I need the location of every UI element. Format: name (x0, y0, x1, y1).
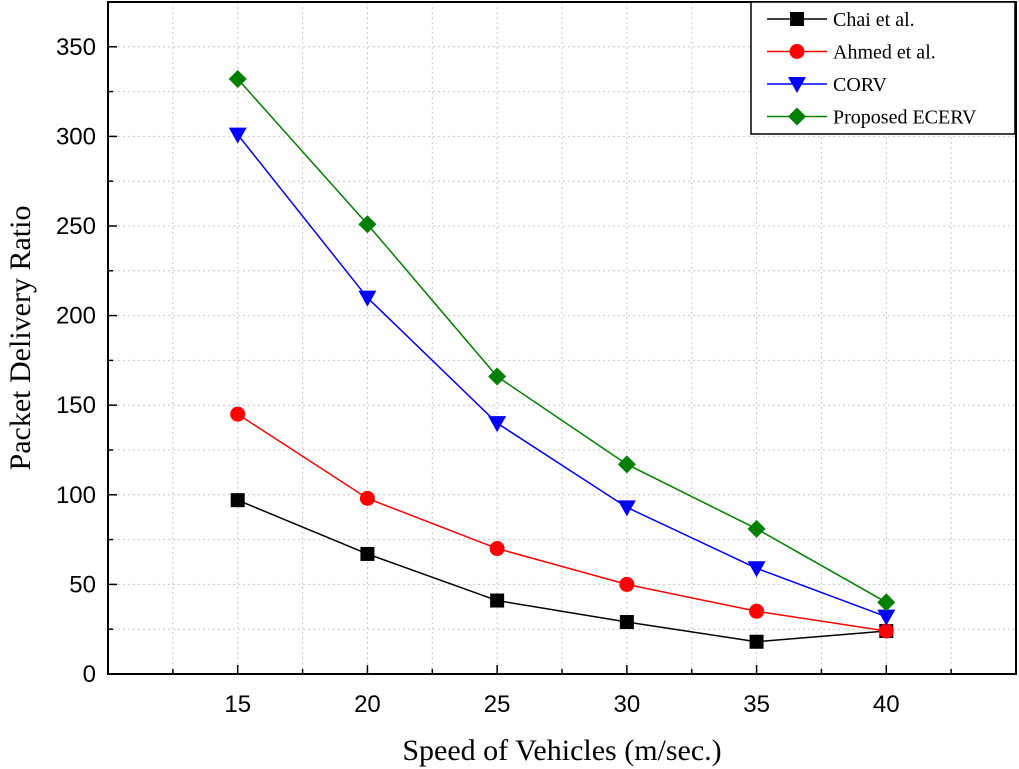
data-point-proposed-ecerv (228, 70, 247, 89)
y-tick-label: 300 (56, 123, 96, 150)
legend-marker (788, 107, 806, 126)
legend-item-corv: CORV (767, 74, 888, 96)
x-tick-label: 25 (484, 691, 511, 718)
y-tick-label: 200 (56, 303, 96, 330)
data-point-proposed-ecerv (747, 519, 766, 538)
series-line-ahmed-et-al (237, 413, 887, 632)
data-point-ahmed-et-al (749, 603, 765, 619)
series-line-corv (237, 134, 887, 618)
legend-item-proposed-ecerv: Proposed ECERV (767, 107, 977, 129)
legend-marker (788, 77, 806, 93)
y-tick-label: 50 (69, 571, 96, 598)
axes: 15 20 25 30 35 40 0 50 100 150 200 250 300 350 (56, 1, 1017, 718)
data-point-corv (747, 561, 766, 578)
y-tick-label: 0 (83, 661, 96, 688)
x-tick-label: 35 (743, 691, 770, 718)
legend-label: Proposed ECERV (833, 107, 977, 129)
data-point-corv (617, 500, 636, 517)
data-point-ahmed-et-al (359, 490, 375, 506)
series-line-proposed-ecerv (237, 78, 887, 603)
series-proposed-ecerv (228, 70, 896, 612)
data-point-corv (877, 609, 896, 626)
legend: Chai et al. Ahmed et al. CORV Proposed ECER… (750, 1, 1016, 135)
y-tick-label: 250 (56, 213, 96, 240)
y-axis-title: Packet Delivery Ratio (4, 206, 37, 471)
data-point-corv (228, 127, 247, 144)
series-ahmed-et-al (230, 406, 894, 639)
data-point-chai-et-al (360, 546, 375, 561)
data-point-proposed-ecerv (488, 367, 507, 386)
legend-marker (790, 12, 804, 26)
legend-label: Chai et al. (833, 9, 915, 31)
data-point-proposed-ecerv (877, 593, 896, 612)
series-corv (228, 127, 896, 626)
data-point-corv (358, 290, 377, 307)
x-tick-label: 30 (614, 691, 641, 718)
y-tick-label: 350 (56, 34, 96, 61)
legend-item-chai-et-al: Chai et al. (767, 9, 915, 31)
data-point-proposed-ecerv (358, 215, 377, 234)
data-point-ahmed-et-al (489, 541, 505, 557)
x-tick-label: 15 (224, 691, 251, 718)
data-point-ahmed-et-al (619, 576, 635, 592)
legend-label: Ahmed et al. (833, 42, 936, 64)
data-point-corv (488, 416, 507, 433)
data-point-chai-et-al (490, 593, 505, 608)
x-tick-label: 20 (354, 691, 381, 718)
data-point-chai-et-al (749, 634, 764, 649)
data-point-ahmed-et-al (878, 623, 894, 639)
legend-marker (789, 44, 805, 59)
legend-label: CORV (833, 74, 888, 96)
data-point-chai-et-al (230, 493, 245, 508)
y-tick-label: 150 (56, 392, 96, 419)
data-point-chai-et-al (619, 615, 634, 630)
data-point-ahmed-et-al (230, 406, 246, 422)
y-tick-label: 100 (56, 482, 96, 509)
x-tick-label: 40 (873, 691, 900, 718)
legend-item-ahmed-et-al: Ahmed et al. (767, 42, 936, 64)
series-chai-et-al (230, 493, 894, 649)
series-layer (228, 70, 896, 649)
series-line-chai-et-al (237, 499, 887, 643)
data-point-proposed-ecerv (617, 455, 636, 474)
x-axis-title: Speed of Vehicles (m/sec.) (402, 734, 721, 767)
